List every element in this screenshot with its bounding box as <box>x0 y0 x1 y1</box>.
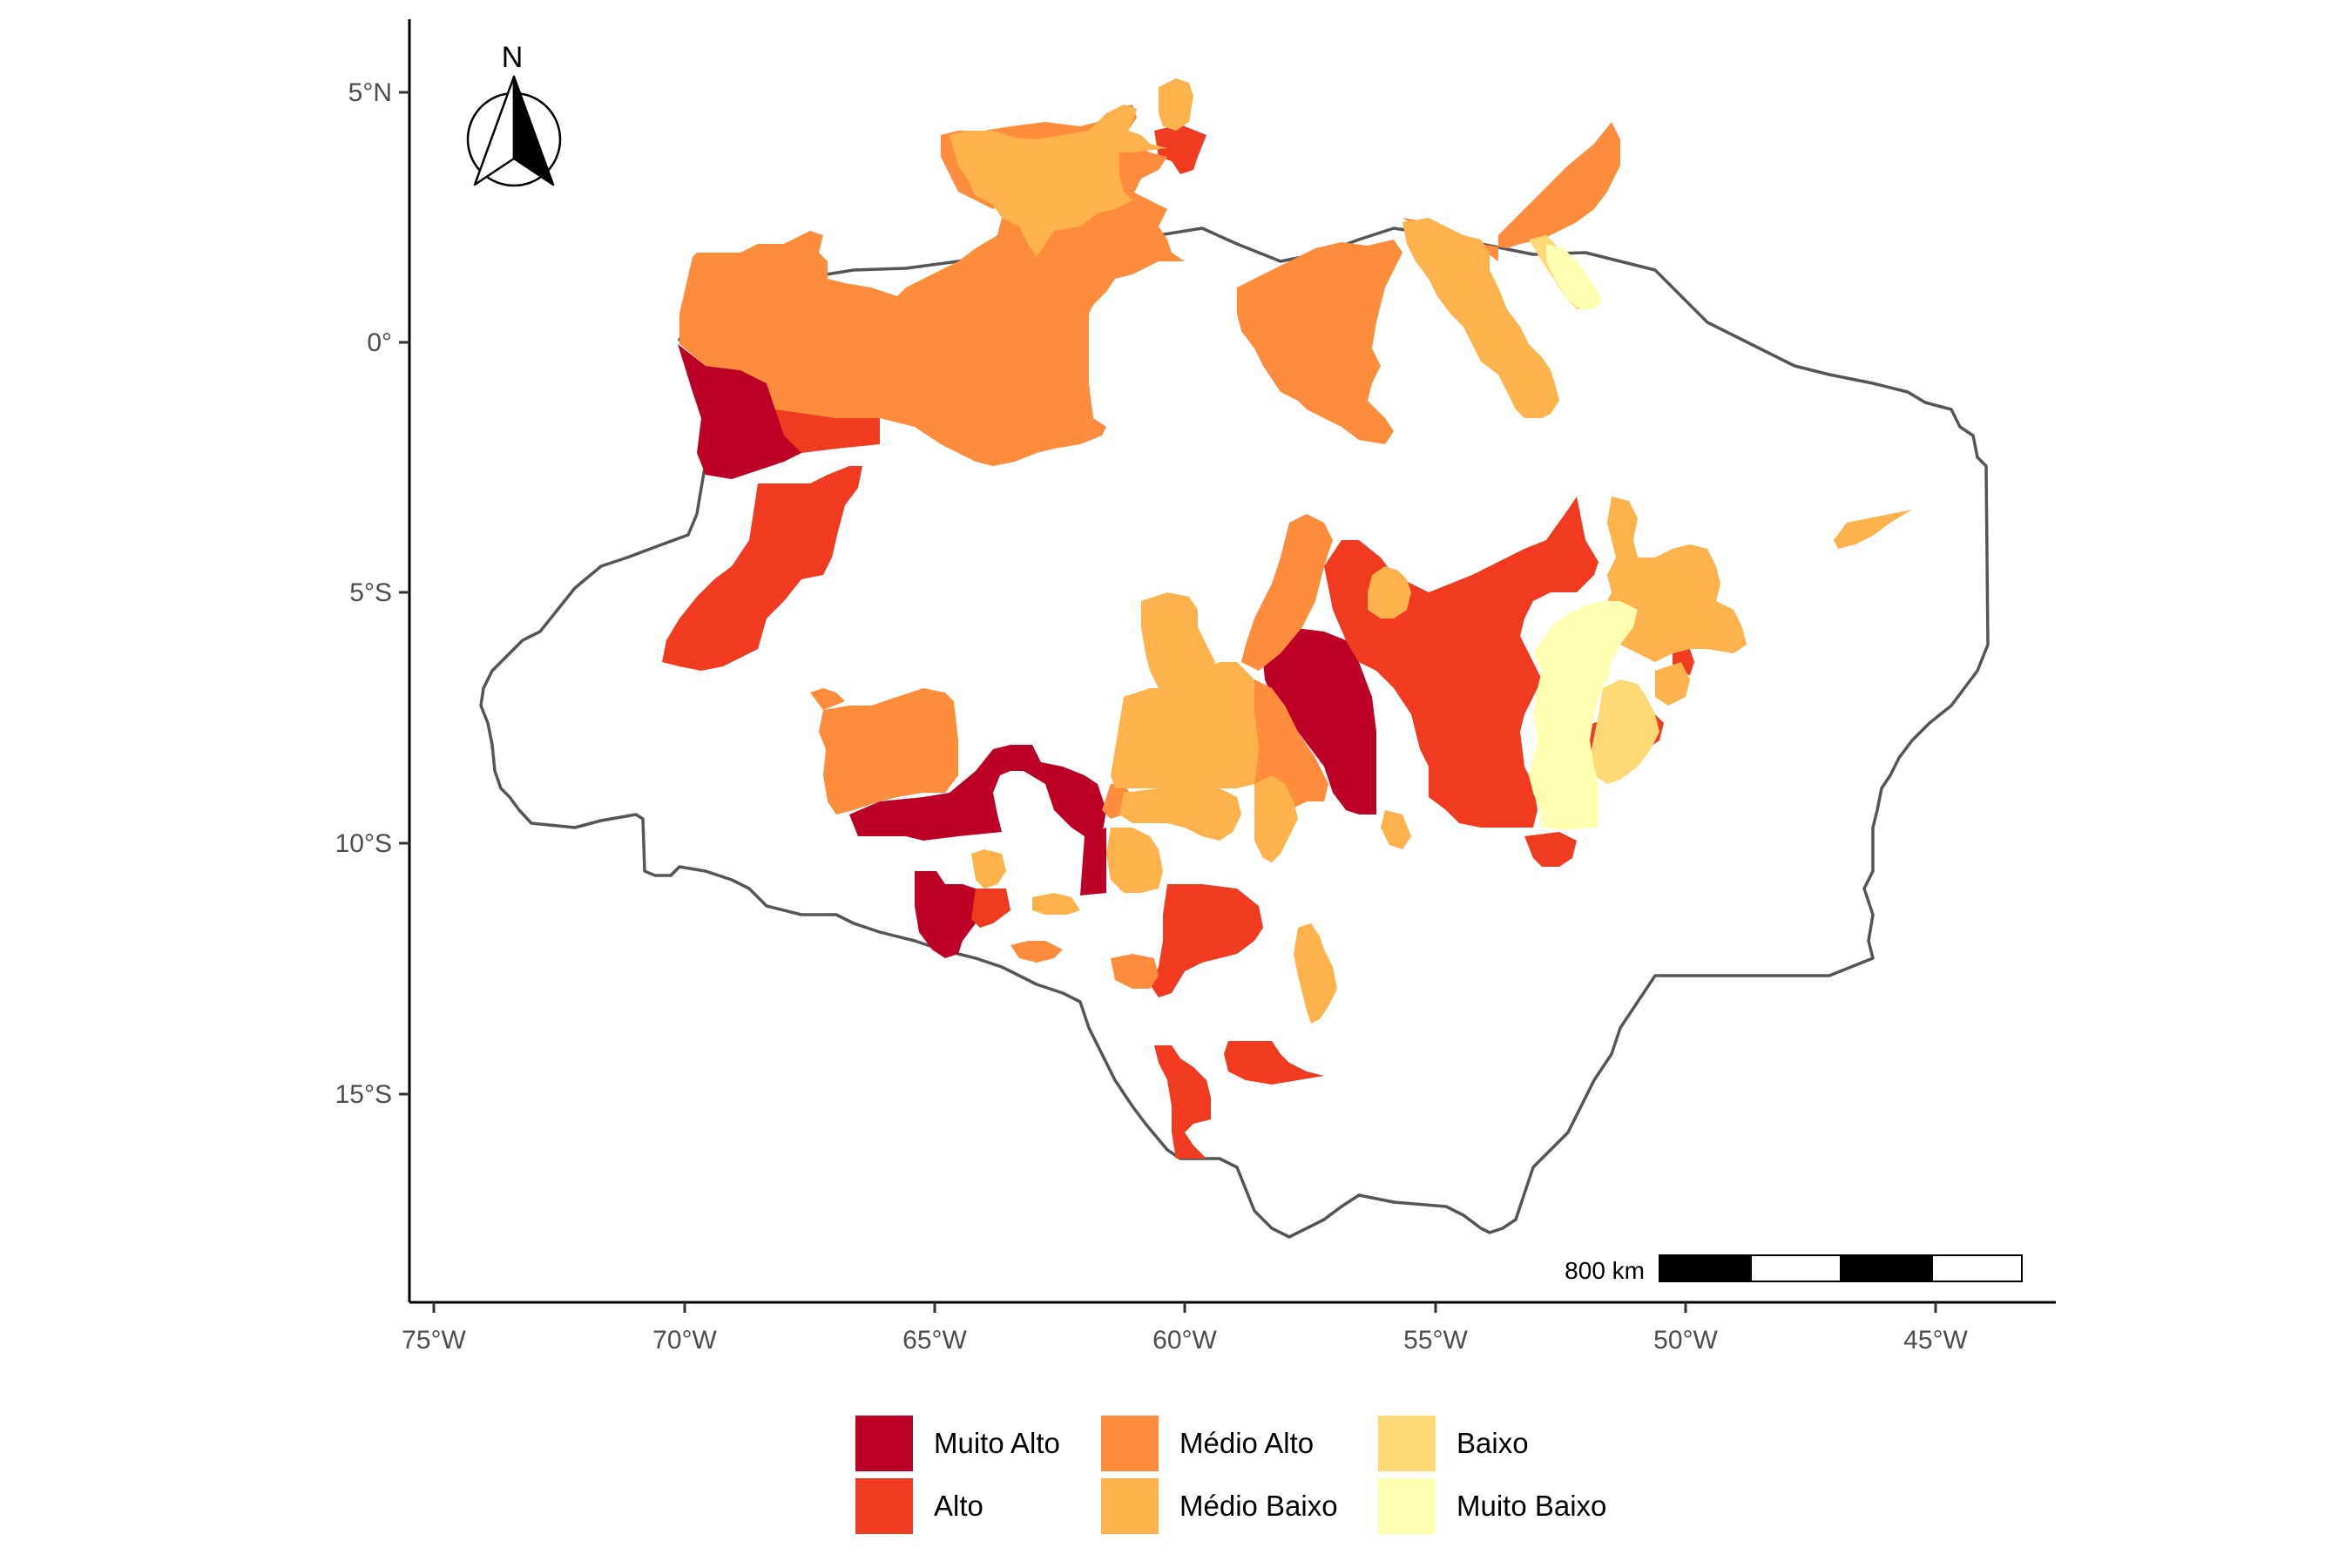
legend-swatch-medio-alto <box>1101 1416 1159 1471</box>
region-medio-baixo <box>1294 923 1337 1024</box>
scale-bar-label: 800 km <box>1565 1257 1645 1284</box>
x-tick-label: 45°W <box>1903 1326 1968 1355</box>
legend-label: Muito Alto <box>934 1427 1060 1459</box>
x-tick-label: 75°W <box>402 1326 466 1355</box>
region-alto <box>775 409 880 453</box>
legend-swatch-muito-baixo <box>1378 1478 1436 1534</box>
region-medio-baixo <box>950 105 1167 257</box>
region-medio-baixo <box>1159 78 1193 131</box>
region-alto <box>662 466 862 671</box>
scale-bar: 800 km <box>1565 1254 2023 1284</box>
region-medio-alto <box>1237 240 1402 444</box>
north-arrow-right-half <box>512 75 555 186</box>
region-medio-alto <box>1402 122 1620 261</box>
region-alto <box>1150 884 1263 997</box>
legend-swatch-alto <box>855 1478 913 1534</box>
region-medio-baixo <box>1603 497 1747 662</box>
region-medio-baixo <box>984 862 1002 880</box>
region-medio-alto <box>819 688 958 814</box>
axes: 5°N 0° 5°S 10°S 15°S 75°W 70°W 65°W 60°W… <box>335 19 2056 1355</box>
x-tick-label: 55°W <box>1403 1326 1468 1355</box>
region-medio-alto <box>810 688 845 710</box>
legend-label: Médio Alto <box>1179 1427 1314 1459</box>
y-tick-label: 10°S <box>335 829 392 858</box>
amazon-region-outline <box>479 225 1990 1239</box>
region-medio-alto <box>1010 941 1063 963</box>
y-tick-label: 5°S <box>349 578 392 607</box>
regions-medio-baixo <box>950 78 1912 1024</box>
region-medio-baixo <box>1834 510 1912 549</box>
scale-segment <box>1750 1254 1842 1282</box>
regions-medio-alto <box>679 105 1620 989</box>
scale-segment <box>1659 1254 1752 1282</box>
region-medio-baixo <box>1119 788 1241 841</box>
x-tick-label: 50°W <box>1653 1326 1718 1355</box>
region-medio-baixo <box>1254 775 1298 862</box>
region-medio-alto <box>679 187 1185 466</box>
north-arrow: N <box>466 41 562 187</box>
x-tick-label: 60°W <box>1152 1326 1217 1355</box>
region-alto <box>1224 1041 1324 1085</box>
region-medio-baixo <box>1111 662 1259 788</box>
region-medio-baixo <box>1402 218 1559 418</box>
legend-swatch-medio-baixo <box>1101 1478 1159 1534</box>
region-alto <box>1524 832 1577 867</box>
region-medio-baixo <box>1141 592 1215 697</box>
region-medio-baixo <box>1032 893 1080 915</box>
legend-label: Médio Baixo <box>1179 1490 1338 1522</box>
region-muito-alto <box>1080 828 1106 896</box>
legend-label: Baixo <box>1456 1427 1529 1459</box>
north-arrow-left-half <box>473 75 516 186</box>
scale-segment <box>1931 1254 2023 1282</box>
region-alto <box>971 889 1010 928</box>
region-baixo <box>1590 679 1659 784</box>
legend: Muito Alto Alto Médio Alto Médio Baixo B… <box>855 1416 1606 1534</box>
region-alto <box>1154 122 1206 174</box>
region-muito-baixo <box>1529 601 1638 829</box>
region-medio-alto <box>1241 514 1333 671</box>
y-tick-label: 15°S <box>335 1080 392 1109</box>
region-medio-baixo <box>1368 566 1411 618</box>
region-muito-alto <box>1263 627 1376 814</box>
region-medio-alto <box>1111 954 1159 989</box>
region-medio-baixo <box>1381 810 1411 849</box>
region-muito-baixo <box>1546 244 1603 309</box>
north-arrow-label: N <box>502 41 524 74</box>
legend-swatch-baixo <box>1378 1416 1436 1471</box>
legend-label: Muito Baixo <box>1456 1490 1606 1522</box>
y-tick-label: 5°N <box>348 78 392 107</box>
legend-label: Alto <box>934 1490 983 1522</box>
x-tick-label: 70°W <box>652 1326 717 1355</box>
y-tick-label: 0° <box>367 328 392 357</box>
x-tick-label: 65°W <box>902 1326 967 1355</box>
region-alto <box>1154 1045 1211 1159</box>
region-muito-alto <box>849 745 1106 841</box>
regions-muito-baixo <box>1529 244 1638 829</box>
scale-segment <box>1840 1254 1933 1282</box>
legend-swatch-muito-alto <box>855 1416 913 1471</box>
region-medio-baixo <box>1106 828 1163 893</box>
region-medio-baixo <box>1655 662 1690 706</box>
